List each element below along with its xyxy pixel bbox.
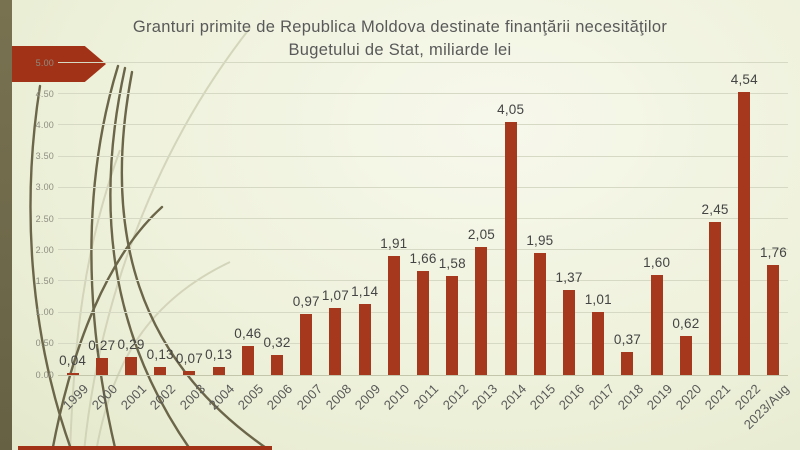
bar-slot: 0,27 2000 [87,63,120,412]
bar-value-label: 0,62 [672,316,700,332]
bar-value-label: 1,95 [526,233,554,249]
bar-slot: 1,14 2009 [350,63,383,413]
bar-slot: 0,04 1999 [58,63,91,413]
bar-slot: 0,46 2005 [233,63,266,412]
chart-title-line-1: Granturi primite de Republica Moldova de… [132,18,668,36]
bar [533,253,546,375]
bar-slot: 1,01 2017 [584,63,617,413]
bar-value-label: 1,07 [321,288,349,304]
bar-slot: 0,32 2006 [262,63,295,413]
bar-value-label: 1,58 [438,256,466,272]
bar [621,351,634,375]
bar-slot: 2,05 2013 [467,63,500,413]
bar-slot: 0,13 2002 [146,63,179,413]
bar-slot: 1,66 2011 [408,63,442,412]
left-accent-band [0,0,12,450]
y-axis-tick-label: 4.50 [35,88,54,99]
bar-value-label: 4,54 [730,71,758,87]
bar [650,275,663,375]
bar [358,303,371,375]
bar-slot: 0,13 2004 [204,63,237,413]
bar-value-label: 1,60 [643,255,671,271]
bar-value-label: 1,76 [759,245,788,261]
y-axis-tick-label: 5.00 [35,57,54,68]
bar-value-label: 0,13 [205,346,233,362]
bar [271,355,284,375]
bar-slot: 1,07 2008 [321,63,354,412]
bar [592,311,605,375]
bar-value-label: 1,01 [584,291,612,307]
bar [329,308,342,375]
bar-slot: 1,76 2023/Aug [741,63,792,432]
bar [95,358,108,375]
bar-slot: 4,54 2022 [730,63,763,413]
bar-value-label: 0,29 [117,336,145,352]
bar-value-label: 0,97 [292,294,320,310]
y-axis-tick-label: 3.50 [35,151,54,162]
bar-slot: 0,29 2001 [116,63,149,413]
bar [183,370,196,375]
bar-slot: 1,95 2015 [525,63,558,412]
bar-value-label: 0,32 [263,335,291,351]
y-axis-labels: 0.00 0.50 1.00 1.50 2.00 2.50 3.00 3.50 4.00 4.50… [24,0,54,450]
bar [738,91,751,375]
bar-slot: 0,37 2018 [613,63,646,413]
chart-title-line-2: Bugetului de Stat, miliarde lei [288,41,512,60]
bar [387,255,400,375]
bar-slot: 2,45 2021 [700,63,734,413]
bar-value-label: 0,46 [234,326,262,342]
bar-slot: 0,97 2007 [292,63,325,412]
bar-value-label: 1,66 [409,251,437,267]
bar-value-label: 0,13 [146,346,174,362]
y-axis-tick-label: 2.00 [35,244,54,255]
bar-value-label: 1,37 [555,269,583,285]
bar [475,247,488,375]
bar-slot: 0,07 2003 [175,63,208,413]
bar-value-label: 0,04 [59,352,87,368]
bar-value-label: 0,07 [175,350,203,366]
bar [125,356,137,375]
left-arrow-decoration [0,46,106,82]
y-axis-tick-label: 0.00 [35,369,54,380]
bar [154,366,167,375]
bar [709,222,722,375]
x-axis-line [58,375,788,376]
bar-value-label: 0,27 [88,338,116,354]
bar [679,336,692,375]
bar-value-label: 0,37 [613,331,641,347]
bar-value-label: 2,05 [467,227,495,243]
bar-value-label: 2,45 [701,202,729,218]
y-axis-tick-label: 4.00 [35,119,54,130]
bar [563,289,576,375]
bar-slot: 4,05 2014 [496,63,529,412]
bar [300,314,313,375]
y-axis-tick-label: 1.50 [35,275,54,286]
bar [417,271,430,375]
bar [504,122,517,375]
plot-area: 0,04 1999 0,27 2000 0,29 2001 0,13 2002 0,07 2003… [58,62,792,432]
bar-slot: 1,60 2019 [642,63,675,412]
chart-title: Granturi primite de Republica Moldova de… [40,16,760,63]
bar-slot: 0,62 2020 [671,63,704,412]
bar-value-label: 1,91 [380,235,408,251]
y-axis-tick-label: 0.50 [35,338,54,349]
bar [767,265,780,375]
bar-slot: 1,91 2010 [379,63,412,413]
bar [212,366,225,375]
bar [241,346,254,375]
bar-value-label: 4,05 [497,102,525,118]
bottom-accent-strip [18,446,272,450]
y-axis-tick-label: 2.50 [35,213,54,224]
y-axis-tick-label: 1.00 [35,307,54,318]
bar-value-label: 1,14 [351,283,379,299]
bar-slot: 1,37 2016 [554,63,588,413]
bar-slot: 1,58 2012 [438,63,471,412]
bar [446,276,459,375]
bar [66,372,79,375]
y-axis-tick-label: 3.00 [35,182,54,193]
